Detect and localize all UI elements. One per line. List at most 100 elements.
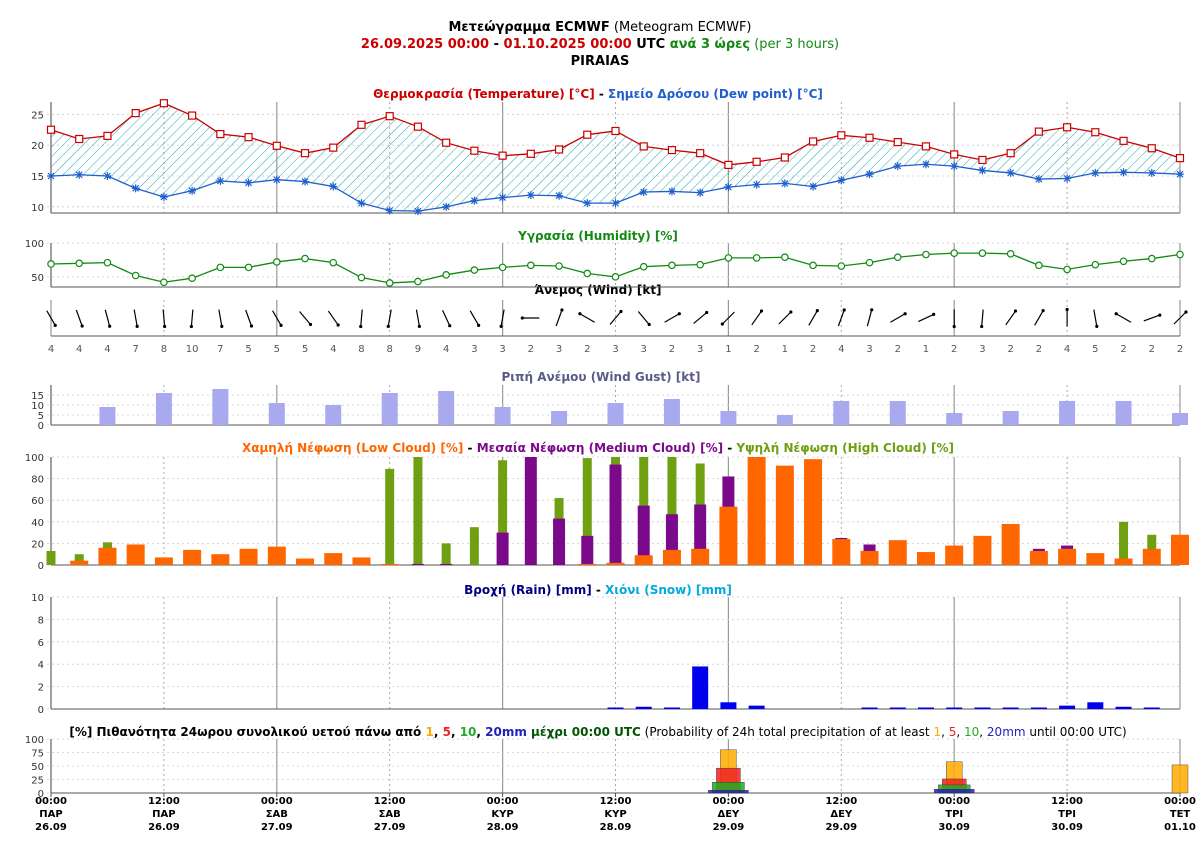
high-cloud-bar: [498, 460, 508, 565]
x-axis-date-label: 26.09: [148, 822, 180, 833]
rain-panel-ytick-label: 2: [38, 683, 44, 694]
temperature-point: [1175, 154, 1185, 163]
humidity-point: [1063, 265, 1071, 274]
x-axis-time-label: 00:00: [261, 796, 293, 807]
wind-barb: [327, 310, 340, 327]
gust-bar: [494, 407, 511, 425]
humidity-point: [188, 274, 196, 283]
wind-speed-label: 2: [1120, 344, 1126, 355]
temperature-point: [808, 137, 818, 146]
gust-bar: [438, 391, 455, 425]
high-cloud-bar: [413, 457, 423, 565]
high-cloud-bar: [582, 458, 592, 565]
dewpoint-point: [47, 172, 55, 180]
wind-speed-label: 8: [358, 344, 364, 355]
wind-speed-label: 4: [1064, 344, 1070, 355]
humidity-panel-ytick-label: 50: [31, 273, 44, 284]
low-cloud-bar: [634, 555, 653, 565]
wind-barb: [1005, 309, 1018, 326]
gust-bar: [1115, 401, 1132, 425]
wind-barb: [218, 309, 224, 328]
humidity-point: [1035, 261, 1043, 270]
dewpoint-point: [357, 199, 366, 208]
temperature-point: [837, 131, 846, 140]
prob-1mm-bar: [1171, 764, 1189, 794]
gust-bar: [663, 399, 680, 425]
dewpoint-point: [555, 191, 564, 200]
low-cloud-bar: [267, 546, 286, 565]
low-cloud-bar: [747, 457, 766, 565]
low-cloud-bar: [1142, 548, 1161, 565]
temperature-panel-ytick-label: 10: [31, 203, 44, 214]
wind-speed-label: 4: [104, 344, 110, 355]
probability-panel-ytick-label: 75: [31, 749, 44, 760]
x-axis-date-label: 27.09: [261, 822, 293, 833]
wind-speed-label: 2: [951, 344, 957, 355]
wind-barb: [75, 309, 84, 328]
wind-speed-label: 3: [499, 344, 505, 355]
humidity-point: [1176, 250, 1184, 259]
wind-barb: [46, 310, 57, 327]
low-cloud-bar: [662, 549, 681, 565]
rain-panel-title: Βροχή (Rain) [mm] - Χιόνι (Snow) [mm]: [464, 583, 732, 597]
gust-bar: [720, 411, 737, 425]
x-axis-day-label: ΚΥΡ: [604, 809, 626, 820]
temperature-point: [413, 122, 423, 131]
low-cloud-bar: [691, 548, 710, 565]
rain-bar: [946, 707, 963, 709]
x-axis-time-label: 00:00: [938, 796, 970, 807]
gust-bar: [99, 407, 116, 425]
dewpoint-point: [103, 172, 112, 180]
temperature-point: [1147, 144, 1156, 153]
low-cloud-bar: [973, 535, 992, 565]
medium-cloud-bar: [609, 464, 622, 565]
low-cloud-bar: [126, 544, 145, 565]
low-cloud-bar: [324, 553, 343, 565]
rain-bar: [1030, 707, 1047, 709]
wind-speed-label: 2: [1177, 344, 1183, 355]
x-axis-day-label: ΔΕΥ: [830, 809, 853, 820]
x-axis-time-label: 00:00: [712, 796, 744, 807]
wind-barb: [890, 312, 907, 323]
humidity-point: [272, 258, 281, 266]
wind-speed-label: 2: [584, 344, 590, 355]
wind-speed-label: 5: [245, 344, 251, 355]
humidity-point: [978, 249, 987, 257]
wind-panel-title: Άνεμος (Wind) [kt]: [534, 283, 661, 297]
gust-bar: [1172, 413, 1188, 425]
wind-barb: [720, 311, 735, 326]
wind-barb: [1034, 309, 1045, 326]
x-axis-date-label: 30.09: [938, 822, 970, 833]
temperature-point: [1006, 149, 1015, 158]
temperature-point: [75, 134, 84, 144]
dewpoint-point: [442, 202, 451, 211]
dewpoint-point: [752, 180, 761, 189]
wind-speed-label: 2: [1036, 344, 1042, 355]
dewpoint-point: [921, 160, 930, 169]
wind-barb: [104, 309, 112, 328]
rain-panel-ytick-label: 8: [38, 615, 44, 626]
x-axis-day-label: ΠΑΡ: [152, 809, 175, 820]
gust-panel-ytick-label: 0: [38, 421, 44, 432]
temperature-point: [1091, 128, 1100, 137]
wind-barb: [386, 309, 392, 328]
wind-speed-label: 8: [387, 344, 393, 355]
wind-barb: [520, 316, 540, 320]
humidity-point: [1147, 254, 1156, 263]
medium-cloud-bar: [524, 457, 537, 565]
wind-barb: [162, 309, 167, 329]
wind-barb: [952, 309, 956, 329]
temperature-point: [583, 130, 592, 139]
rain-bar: [720, 702, 737, 709]
wind-barb: [664, 312, 681, 323]
low-cloud-bar: [804, 459, 823, 565]
temperature-panel-ytick-label: 25: [31, 110, 44, 121]
x-axis-time-label: 12:00: [374, 796, 406, 807]
humidity-point: [527, 261, 535, 270]
humidity-point: [1006, 250, 1015, 258]
x-axis-time-label: 12:00: [600, 796, 632, 807]
rain-bar: [1115, 706, 1132, 709]
wind-barb: [299, 311, 313, 327]
temperature-point: [357, 120, 366, 129]
probability-panel-title: [%] Πιθανότητα 24ωρου συνολικού υετού πά…: [69, 725, 1126, 739]
